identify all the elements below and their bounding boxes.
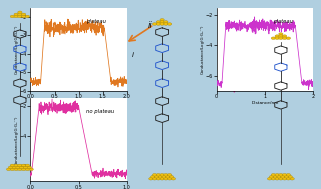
X-axis label: Distance/nm: Distance/nm	[65, 101, 92, 105]
Text: no plateau: no plateau	[86, 109, 115, 114]
X-axis label: Distance/nm: Distance/nm	[251, 101, 279, 105]
Text: i: i	[223, 84, 226, 93]
Y-axis label: Conductance/Log(G·G₀⁻¹): Conductance/Log(G·G₀⁻¹)	[14, 24, 18, 74]
Text: ii: ii	[148, 21, 152, 30]
Y-axis label: Conductance/Log(G·G₀⁻¹): Conductance/Log(G·G₀⁻¹)	[201, 24, 204, 74]
Text: i: i	[98, 123, 101, 132]
Text: plateau: plateau	[273, 19, 292, 23]
Text: plateau: plateau	[86, 19, 106, 23]
Text: i: i	[132, 52, 134, 58]
Y-axis label: Conductance/Log(G·G₀⁻¹): Conductance/Log(G·G₀⁻¹)	[14, 115, 18, 165]
